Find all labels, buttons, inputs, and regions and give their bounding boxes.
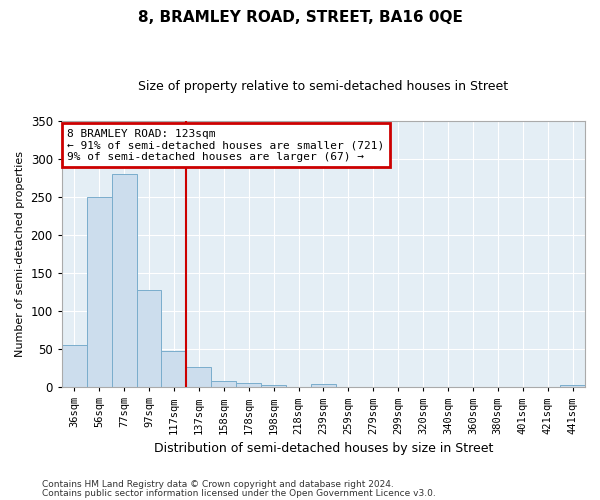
Text: Contains HM Land Registry data © Crown copyright and database right 2024.: Contains HM Land Registry data © Crown c… <box>42 480 394 489</box>
Bar <box>137 290 161 387</box>
Text: Contains public sector information licensed under the Open Government Licence v3: Contains public sector information licen… <box>42 490 436 498</box>
Bar <box>112 174 137 387</box>
Y-axis label: Number of semi-detached properties: Number of semi-detached properties <box>15 151 25 357</box>
Text: 8 BRAMLEY ROAD: 123sqm
← 91% of semi-detached houses are smaller (721)
9% of sem: 8 BRAMLEY ROAD: 123sqm ← 91% of semi-det… <box>67 128 385 162</box>
Bar <box>560 385 585 387</box>
Bar <box>211 381 236 387</box>
Bar <box>87 196 112 387</box>
X-axis label: Distribution of semi-detached houses by size in Street: Distribution of semi-detached houses by … <box>154 442 493 455</box>
Bar <box>161 352 187 387</box>
Title: Size of property relative to semi-detached houses in Street: Size of property relative to semi-detach… <box>139 80 508 93</box>
Text: 8, BRAMLEY ROAD, STREET, BA16 0QE: 8, BRAMLEY ROAD, STREET, BA16 0QE <box>137 10 463 25</box>
Bar <box>187 368 211 387</box>
Bar <box>311 384 336 387</box>
Bar <box>62 345 87 387</box>
Bar <box>236 382 261 387</box>
Bar <box>261 385 286 387</box>
